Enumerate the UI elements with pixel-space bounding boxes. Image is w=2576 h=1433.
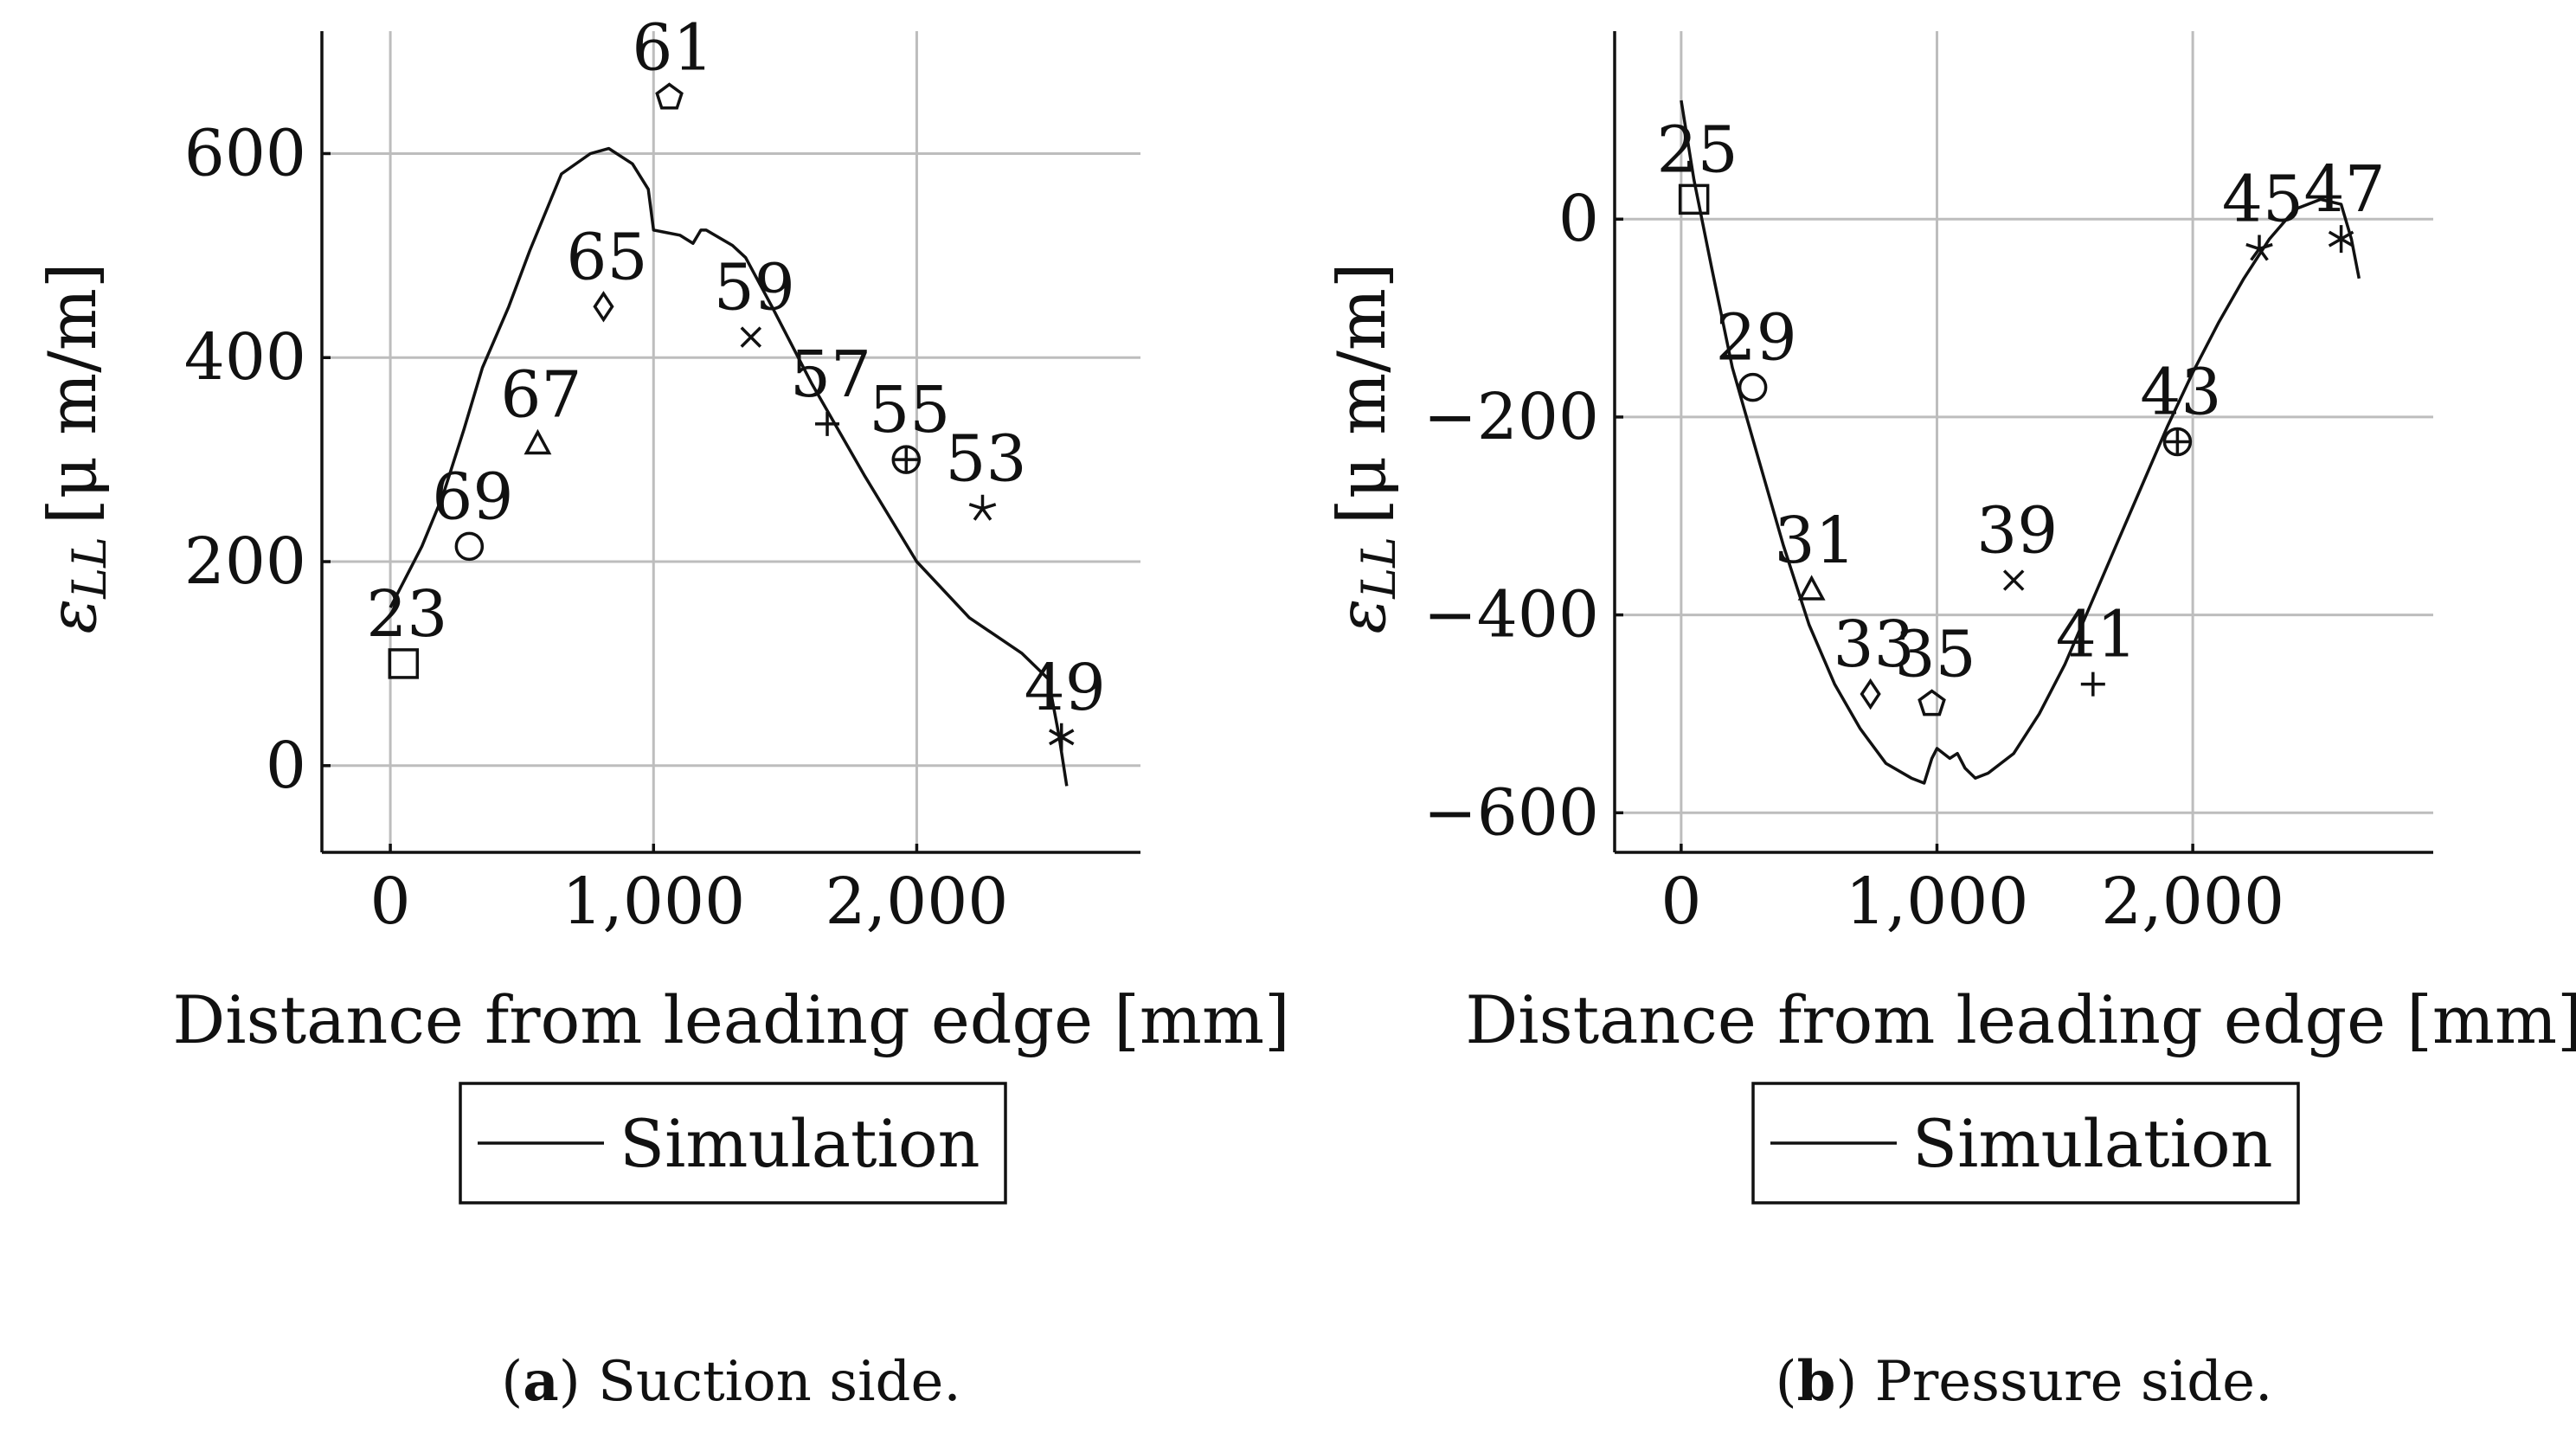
panel-b-caption: (b) Pressure side. bbox=[1776, 1349, 2273, 1414]
panel-b-point-35-marker bbox=[1918, 689, 1946, 716]
panel-a-caption-text: Suction side. bbox=[598, 1350, 961, 1414]
panel-a-x-tick-label-0: 0 bbox=[370, 864, 411, 939]
panel-a-caption-letter: a bbox=[523, 1349, 558, 1414]
panel-a-point-69-label: 69 bbox=[432, 459, 513, 534]
panel-a-point-49-marker bbox=[1049, 723, 1075, 751]
panel-a-series bbox=[389, 146, 1069, 787]
panel-b-y-tick-label-3: 0 bbox=[1558, 182, 1599, 256]
panel-b-x-axis-title: Distance from leading edge [mm] bbox=[1465, 981, 2576, 1058]
panel-a-y-axis-subscript: LL bbox=[62, 537, 117, 600]
panel-b-x-tick-label-2: 2,000 bbox=[2101, 864, 2284, 939]
panel-a-point-57-marker bbox=[815, 411, 840, 436]
panel-a-y-tick-label-0: 0 bbox=[266, 729, 306, 803]
panel-b-legend: Simulation bbox=[1751, 1082, 2300, 1205]
panel-a-point-57-label: 57 bbox=[790, 337, 871, 412]
panel-a-point-59-marker bbox=[740, 326, 762, 348]
panel-b-point-25-label: 25 bbox=[1657, 112, 1738, 187]
panel-a-x-tick-labels: 0 1,000 2,000 bbox=[370, 864, 1009, 939]
panel-b-point-45-marker bbox=[2245, 235, 2273, 261]
panel-b-point-43-marker bbox=[2162, 427, 2193, 457]
panel-a-y-tick-label-2: 400 bbox=[184, 320, 306, 395]
panel-a-point-59-label: 59 bbox=[714, 251, 795, 325]
panel-b-caption-text: Pressure side. bbox=[1875, 1350, 2273, 1414]
panel-b-y-axis-symbol: ε bbox=[1323, 599, 1400, 634]
panel-a-x-tick-label-2: 2,000 bbox=[825, 864, 1009, 939]
panel-b-point-31-label: 31 bbox=[1775, 504, 1856, 578]
panel-a-grid bbox=[322, 31, 1140, 852]
panel-a-legend: Simulation bbox=[459, 1082, 1007, 1205]
panel-a-y-axis-symbol: ε bbox=[34, 599, 111, 634]
panel-a-point-61-label: 61 bbox=[632, 11, 713, 86]
panel-b-point-33-marker bbox=[1860, 678, 1881, 710]
panel-a-x-axis-title: Distance from leading edge [mm] bbox=[172, 981, 1289, 1058]
panel-b-y-tick-label-2: −200 bbox=[1423, 380, 1599, 454]
panel-a-point-53-label: 53 bbox=[945, 422, 1026, 497]
panel-a-point-23-label: 23 bbox=[366, 577, 447, 652]
panel-b-y-axis-subscript: LL bbox=[1352, 537, 1406, 600]
panel-b-point-25-marker bbox=[1678, 183, 1710, 215]
panel-a-point-23-marker bbox=[388, 648, 420, 679]
panel-a-point-69-marker bbox=[454, 531, 485, 562]
panel-b-point-35-label: 35 bbox=[1894, 617, 1975, 691]
panel-a-point-49-label: 49 bbox=[1025, 651, 1106, 725]
panel-b-legend-label: Simulation bbox=[1912, 1105, 2273, 1182]
panel-b-point-47-marker bbox=[2328, 225, 2354, 254]
panel-b-y-axis-title: εLL [μ m/m] bbox=[1323, 262, 1406, 633]
panel-b-point-39-label: 39 bbox=[1976, 494, 2058, 569]
panel-b-point-33-label: 33 bbox=[1834, 607, 1915, 682]
panel-a-y-axis-title: εLL [μ m/m] bbox=[34, 262, 117, 633]
panel-a-point-61-marker bbox=[655, 82, 684, 110]
panel-b-x-tick-labels: 0 1,000 2,000 bbox=[1661, 864, 2284, 939]
panel-b-point-29-marker bbox=[1738, 372, 1768, 402]
panel-b-point-41-label: 41 bbox=[2056, 598, 2137, 672]
panel-a-point-53-marker bbox=[968, 494, 997, 521]
panel-b-point-43-label: 43 bbox=[2140, 356, 2221, 430]
panel-a-point-55-marker bbox=[891, 445, 922, 474]
panel-a-caption: (a) Suction side. bbox=[501, 1349, 960, 1414]
panel-b-y-tick-label-1: −400 bbox=[1423, 578, 1599, 652]
panel-b-y-axis-unit: [μ m/m] bbox=[1323, 262, 1400, 524]
panel-b-point-29-label: 29 bbox=[1716, 301, 1797, 376]
panel-b-point-47-label: 47 bbox=[2303, 152, 2385, 227]
panel-a-x-tick-label-1: 1,000 bbox=[562, 864, 745, 939]
panel-b-point-41-marker bbox=[2080, 672, 2105, 697]
panel-a-series-simulation-line bbox=[389, 146, 1069, 787]
panel-a-point-55-label: 55 bbox=[869, 373, 950, 447]
panel-b-x-tick-label-0: 0 bbox=[1661, 864, 1701, 939]
panel-a-y-axis-unit: [μ m/m] bbox=[34, 262, 111, 524]
panel-a-point-67-marker bbox=[524, 428, 552, 455]
panel-a-y-tick-label-1: 200 bbox=[184, 524, 306, 599]
panel-a-y-tick-labels: 0 200 400 600 bbox=[184, 116, 306, 802]
panel-b-y-tick-labels: −600 −400 −200 0 bbox=[1423, 182, 1599, 850]
panel-a-point-65-marker bbox=[593, 291, 614, 323]
panel-b-x-tick-label-1: 1,000 bbox=[1846, 864, 2029, 939]
panel-a-point-67-label: 67 bbox=[500, 357, 581, 432]
panel-b-caption-letter: b bbox=[1797, 1349, 1836, 1414]
panel-a-y-tick-label-3: 600 bbox=[184, 116, 306, 190]
panel-b-y-tick-label-0: −600 bbox=[1423, 775, 1599, 850]
panel-b-point-31-marker bbox=[1797, 575, 1826, 601]
panel-a-point-65-label: 65 bbox=[566, 220, 647, 294]
panel-a-legend-label: Simulation bbox=[620, 1105, 980, 1182]
panel-b-point-39-marker bbox=[2002, 569, 2025, 591]
panel-b-point-45-label: 45 bbox=[2222, 163, 2303, 237]
